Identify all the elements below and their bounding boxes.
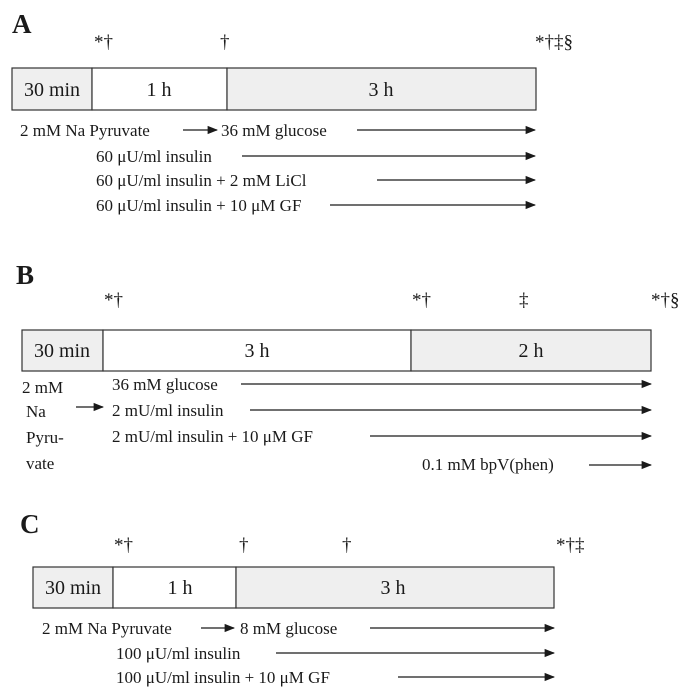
panel-b-segment-2-box: [102, 329, 412, 372]
panel-a-letter: A: [12, 9, 32, 39]
panel-b-treatment-2: 2 mU/ml insulin: [112, 401, 224, 420]
panel-a-segment-1-box: [11, 67, 93, 111]
panel-c-letter: C: [20, 509, 40, 539]
panel-c-segment-1-box: [32, 566, 114, 609]
panel-a-mark-2: †: [220, 32, 230, 53]
panel-b-pre-line-1: 2 mM: [22, 378, 63, 397]
panel-c-mark-1: *†: [114, 535, 133, 556]
panel-c-segment-2-label: 1 h: [168, 577, 193, 599]
panel-b-mark-3: ‡: [519, 290, 529, 311]
panel-a-segment-1-label: 30 min: [24, 79, 80, 101]
panel-c-treatment-1: 8 mM glucose: [240, 619, 337, 638]
panel-a-treatment-3: 60 μU/ml insulin + 2 mM LiCl: [96, 171, 307, 190]
panel-a-segment-3-label: 3 h: [369, 79, 394, 101]
panel-a-segment-3-box: [226, 67, 537, 111]
panel-b-segment-3-box: [410, 329, 652, 372]
panel-a-mark-1: *†: [94, 32, 113, 53]
panel-b-treatment-1: 36 mM glucose: [112, 375, 218, 394]
panel-c-segment-3-label: 3 h: [381, 577, 406, 599]
panel-b-segment-3-label: 2 h: [519, 340, 544, 362]
panel-a-segment-2-label: 1 h: [147, 79, 172, 101]
panel-b-treatment-3: 2 mU/ml insulin + 10 μM GF: [112, 427, 313, 446]
panel-b-segment-2-label: 3 h: [245, 340, 270, 362]
panel-b-segment-1-label: 30 min: [34, 340, 90, 362]
panel-b-mark-4: *†§: [651, 290, 680, 311]
panel-c-treatment-3: 100 μU/ml insulin + 10 μM GF: [116, 668, 330, 687]
panel-b-letter: B: [16, 260, 34, 290]
panel-c: C *† † † *†‡ 30 min 1 h 3 h 2 mM Na Pyru…: [20, 509, 585, 687]
panel-c-segment-1-label: 30 min: [45, 577, 101, 599]
panel-a-treatment-1: 36 mM glucose: [221, 121, 327, 140]
panel-c-mark-2: †: [239, 535, 249, 556]
panel-b-mark-2: *†: [412, 290, 431, 311]
panel-c-segment-2-box: [112, 566, 237, 609]
panel-b-pre-line-4: vate: [26, 454, 54, 473]
panel-b: B *† *† ‡ *†§ 30 min 3 h 2 h 2 mM Na Pyr…: [16, 260, 680, 474]
panel-b-pre-line-3: Pyru-: [26, 428, 64, 447]
panel-a-mark-3: *†‡§: [535, 32, 573, 53]
panel-b-mark-1: *†: [104, 290, 123, 311]
panel-a: A *† † *†‡§ 30 min 1 h 3 h 2 mM Na Pyruv…: [11, 9, 573, 215]
panel-c-treatment-2: 100 μU/ml insulin: [116, 644, 241, 663]
panel-c-mark-3: †: [342, 535, 352, 556]
panel-a-treatment-4: 60 μU/ml insulin + 10 μM GF: [96, 196, 301, 215]
panel-a-treatment-2: 60 μU/ml insulin: [96, 147, 212, 166]
panel-b-treatment-4: 0.1 mM bpV(phen): [422, 455, 554, 474]
panel-b-pre-line-2: Na: [26, 402, 46, 421]
panel-c-mark-4: *†‡: [556, 535, 585, 556]
panel-a-pre-label: 2 mM Na Pyruvate: [20, 121, 150, 140]
panel-c-pre-label: 2 mM Na Pyruvate: [42, 619, 172, 638]
panel-c-segment-3-box: [235, 566, 555, 609]
panel-a-segment-2-box: [91, 67, 228, 111]
